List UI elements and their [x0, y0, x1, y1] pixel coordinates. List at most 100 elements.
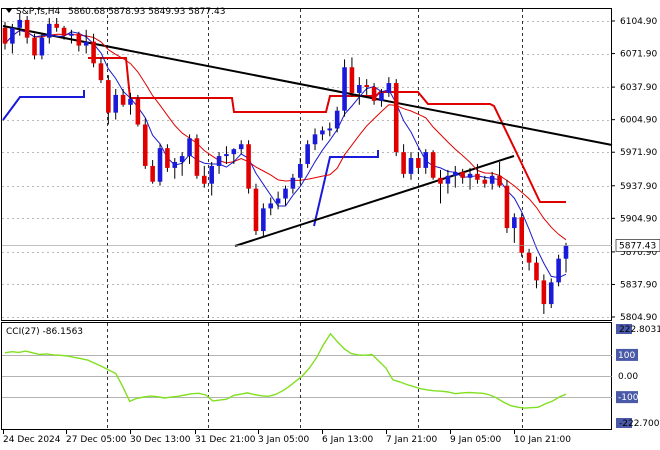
candle-bear: [194, 138, 200, 176]
candle-bear: [246, 144, 251, 189]
candle-bull: [275, 198, 281, 204]
time-tick-label: 3 Jan 05:00: [258, 435, 310, 445]
candle-bear: [526, 252, 532, 263]
candle-bull: [69, 33, 74, 36]
cci-bound-label: 222.8031: [619, 325, 660, 335]
stop-lines: [2, 57, 566, 227]
candle-bull: [216, 156, 222, 166]
slow-ma-line: [4, 29, 567, 241]
price-pane-frame: [1, 8, 612, 321]
candle-bull: [386, 83, 392, 93]
candle-bear: [32, 37, 37, 56]
time-tick-label: 31 Dec 21:00: [195, 435, 256, 445]
candle-bear: [150, 165, 155, 182]
candle-bull: [261, 208, 266, 232]
candle-bull: [39, 37, 45, 56]
candle-bear: [541, 280, 547, 305]
candle-bull: [334, 110, 340, 129]
price-tick-label: 5870.90: [620, 248, 657, 258]
cci-axis: 222.8031 100 0.00 -100 -222.7008: [616, 324, 660, 429]
candle-bull: [10, 27, 15, 44]
candle-bear: [519, 217, 524, 253]
candle-bear: [120, 94, 126, 105]
candle-bull: [83, 41, 89, 46]
candle-bear: [98, 63, 104, 81]
candle-bull: [113, 94, 119, 113]
candle-bull: [297, 163, 303, 178]
candle-bull: [305, 144, 310, 164]
candle-bull: [179, 156, 185, 162]
candle-bull: [512, 217, 517, 229]
candle-bear: [534, 262, 539, 281]
time-tick-label: 10 Jan 21:00: [514, 435, 571, 445]
candle-bear: [76, 33, 82, 46]
candle-bull: [563, 245, 569, 259]
candle-bull: [312, 134, 318, 145]
ohlc-label: 5860.68 5878.93 5849.93 5877.43: [68, 7, 225, 17]
cci-bound-tag: [616, 418, 632, 428]
candle-bear: [401, 152, 406, 174]
candle-bull: [290, 177, 296, 189]
cci-pane-frame: [1, 322, 612, 430]
candle-bear: [438, 177, 443, 184]
candle-bull: [548, 282, 554, 305]
candle-bear: [135, 98, 141, 125]
price-tick-label: 6071.90: [620, 50, 657, 60]
triangle-down-icon[interactable]: [6, 9, 12, 13]
cci-label: CCI(27) -86.1563: [6, 327, 83, 337]
candle-bull: [452, 171, 458, 176]
stop-line-blue: [313, 150, 379, 227]
price-tick-label: 5804.90: [620, 313, 657, 323]
time-tick-label: 9 Jan 05:00: [450, 435, 502, 445]
cci-line: [4, 332, 567, 409]
cci-tick-label: 0.00: [618, 372, 638, 382]
candle-bear: [24, 19, 30, 38]
candle-bear: [91, 41, 96, 64]
candle-bull: [489, 175, 495, 184]
time-tick-label: 6 Jan 13:00: [322, 435, 374, 445]
candle-bull: [17, 19, 23, 28]
candle-bear: [371, 87, 377, 101]
price-tick-label: 5971.90: [620, 148, 657, 158]
price-axis: 6104.90 6071.90 6037.90 6004.90 5971.90 5937.…: [2, 17, 660, 323]
candle-bull: [556, 258, 561, 283]
candle-bull: [187, 138, 192, 157]
candle-bear: [504, 185, 510, 229]
candle-bull: [379, 92, 384, 101]
price-tick-label: 5937.90: [620, 182, 657, 192]
candle-bull: [283, 188, 288, 199]
candle-bear: [364, 85, 369, 88]
candle-bull: [467, 173, 473, 178]
candle-bull: [231, 149, 237, 155]
cci-level-tag: [616, 391, 638, 404]
stop-line-blue: [2, 90, 85, 121]
candle-bull: [423, 152, 429, 168]
candle-bull: [320, 130, 325, 135]
candle-bear: [202, 175, 207, 184]
candle-bull: [238, 144, 244, 150]
candle-bear: [475, 173, 480, 180]
candle-bull: [47, 23, 52, 38]
candle-bear: [460, 171, 465, 178]
candle-bull: [342, 67, 347, 111]
trendline-support[interactable]: [234, 155, 515, 247]
candle-bear: [142, 124, 148, 166]
candle-bear: [61, 27, 67, 36]
candle-bull: [209, 165, 214, 184]
candle-bear: [2, 27, 8, 44]
candle-bear: [430, 152, 436, 178]
candle-bear: [54, 23, 59, 28]
candle-bear: [253, 188, 259, 232]
cci-series: [4, 332, 567, 409]
cci-bound-tag: [616, 324, 632, 334]
price-tick-label: 6004.90: [620, 116, 657, 126]
price-tick-label: 6104.90: [620, 17, 657, 27]
candle-bull: [157, 148, 163, 182]
candle-bear: [165, 148, 170, 168]
candle-bear: [416, 158, 421, 168]
time-tick-label: 24 Dec 2024: [3, 435, 61, 445]
stop-line-red: [88, 57, 566, 203]
candle-bear: [482, 179, 488, 184]
candle-bull: [327, 128, 333, 131]
